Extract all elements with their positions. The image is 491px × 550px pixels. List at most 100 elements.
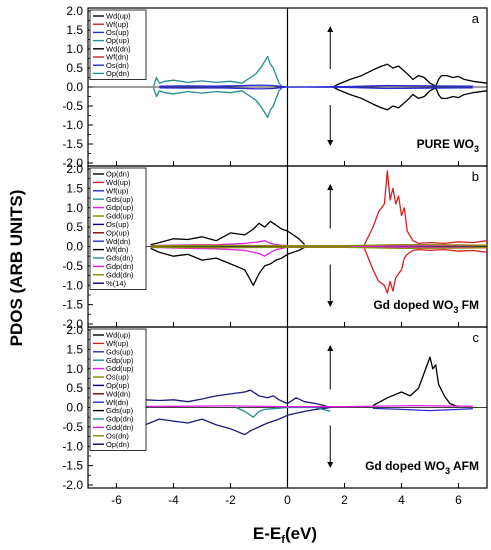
legend-label: Gdp(dn) — [106, 415, 134, 424]
y-axis-title: PDOS (ARB UNITS) — [7, 190, 26, 347]
x-axis-title: E-Ef(eV) — [253, 524, 317, 546]
series-op-up- — [102, 389, 331, 409]
annotation-suffix: AFM — [450, 459, 479, 473]
y-tick-label: 1.5 — [66, 23, 83, 37]
legend-label: Wd(dn) — [106, 44, 131, 53]
legend-label: Op(dn) — [106, 69, 130, 78]
panel-a: 2.01.51.00.50.0-0.5-1.0-1.5-2.0Wd(up)Wf(… — [62, 4, 488, 170]
legend-label: Wd(dn) — [106, 389, 131, 398]
legend-label: Gdd(up) — [106, 212, 134, 221]
series-op-dn- — [102, 406, 331, 436]
panels-group: 2.01.51.00.50.0-0.5-1.0-1.5-2.0Wd(up)Wf(… — [62, 4, 488, 492]
legend-label: Wd(up) — [106, 331, 131, 340]
spin-up-arrowhead — [327, 345, 334, 351]
y-tick-label: -1.5 — [62, 137, 83, 151]
x-axis-title-main: E-E — [253, 524, 281, 543]
y-tick-label: 1.0 — [66, 362, 83, 376]
x-tick-label: 2 — [341, 493, 348, 507]
panel-letter: c — [473, 330, 480, 345]
y-tick-label: 0.5 — [66, 381, 83, 395]
x-tick-label: -2 — [225, 493, 236, 507]
legend-label: Op(up) — [106, 228, 130, 237]
legend-box — [89, 9, 147, 80]
x-tick-label: 4 — [398, 493, 405, 507]
legend-label: Wf(dn) — [106, 53, 129, 62]
y-tick-label: 1.0 — [66, 201, 83, 215]
legend-label: Os(dn) — [106, 61, 129, 70]
annotation-text: PURE WO — [417, 137, 474, 151]
x-axis-ticks: -6 -4 -2 0 2 4 6 — [111, 493, 462, 507]
legend-label: Gdd(dn) — [106, 423, 134, 432]
legend-label: Wd(up) — [106, 12, 131, 21]
legend-label: Wf(dn) — [106, 398, 129, 407]
y-tick-label: 2.0 — [66, 323, 83, 337]
series-op-dn- — [150, 246, 305, 286]
spin-up-arrowhead — [327, 26, 334, 32]
panel-letter: b — [472, 169, 479, 184]
spin-up-arrowhead — [327, 184, 334, 190]
legend-box — [89, 167, 147, 290]
legend-label: Wf(up) — [106, 20, 129, 29]
x-axis-title-subscript: f — [281, 534, 285, 546]
series-gds-up- — [235, 406, 331, 418]
panel-letter: a — [472, 11, 480, 26]
series-os-up- — [159, 84, 473, 88]
y-tick-label: 2.0 — [66, 4, 83, 18]
y-tick-label: -1.5 — [62, 459, 83, 473]
y-tick-label: -0.5 — [62, 259, 83, 273]
series-op-up- — [152, 55, 283, 87]
annotation-text: Gd doped WO — [373, 298, 453, 312]
y-tick-label: 0.0 — [66, 401, 83, 415]
spin-down-arrowhead — [327, 462, 334, 468]
series-wd-dn- — [332, 86, 488, 111]
x-tick-label: -6 — [111, 493, 122, 507]
series-wd-up- — [372, 356, 459, 408]
legend-label: Wf(dn) — [106, 245, 129, 254]
legend-label: %(14) — [106, 279, 127, 288]
y-tick-label: -2.0 — [62, 156, 83, 170]
series-wf-dn- — [372, 407, 473, 412]
legend-label: Gds(up) — [106, 195, 134, 204]
y-tick-label: -2.0 — [62, 478, 83, 492]
panel-annotation: Gd doped WO3 AFM — [365, 459, 479, 476]
annotation-text: Gd doped WO — [365, 459, 445, 473]
legend-label: Op(up) — [106, 36, 130, 45]
series-gdd-up- — [150, 243, 488, 247]
y-tick-label: 0.5 — [66, 220, 83, 234]
legend-label: Os(up) — [106, 28, 129, 37]
series-wd-up- — [332, 63, 488, 88]
legend-label: Os(up) — [106, 373, 129, 382]
x-tick-label: -4 — [168, 493, 179, 507]
y-tick-label: 1.5 — [66, 181, 83, 195]
panel-annotation: Gd doped WO3 FM — [373, 298, 479, 315]
legend-box — [89, 328, 147, 451]
legend-label: Os(dn) — [106, 431, 129, 440]
legend-label: Os(up) — [106, 220, 129, 229]
legend-label: Gdp(up) — [106, 203, 134, 212]
series-os-dn- — [159, 86, 473, 90]
legend-label: Gds(up) — [106, 347, 134, 356]
panel-b: 2.01.51.00.50.0-0.5-1.0-1.5-2.0Op(dn)Wd(… — [62, 162, 488, 331]
y-tick-label: -1.0 — [62, 278, 83, 292]
legend-label: Gds(up) — [106, 406, 134, 415]
series-wd-dn- — [363, 248, 488, 294]
legend-label: Wd(dn) — [106, 237, 131, 246]
legend-label: Op(up) — [106, 381, 130, 390]
y-tick-label: 0.0 — [66, 80, 83, 94]
y-tick-label: 1.5 — [66, 342, 83, 356]
legend-label: Gdp(up) — [106, 356, 134, 365]
series-gdd-up- — [102, 404, 473, 408]
x-tick-label: 6 — [455, 493, 462, 507]
y-tick-label: -0.5 — [62, 420, 83, 434]
legend-label: Wf(up) — [106, 339, 129, 348]
legend-label: Gdd(dn) — [106, 270, 134, 279]
spin-down-arrowhead — [327, 140, 334, 146]
x-axis-title-unit: (eV) — [285, 524, 317, 543]
legend-label: Op(dn) — [106, 440, 130, 449]
legend-label: Gdd(up) — [106, 364, 134, 373]
y-tick-label: 0.5 — [66, 61, 83, 75]
annotation-suffix: FM — [458, 298, 479, 312]
annotation-subscript: 3 — [453, 305, 458, 315]
legend-label: Op(dn) — [106, 170, 130, 179]
